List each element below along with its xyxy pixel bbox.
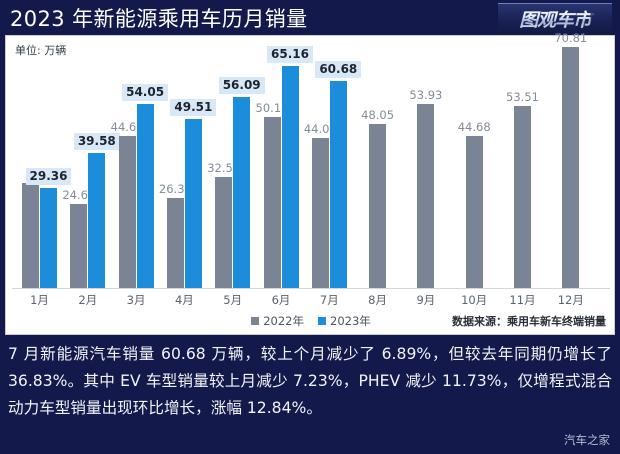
bar-group: 50.18 65.16: [256, 36, 313, 288]
bar-group: 26.35 49.51: [159, 36, 217, 288]
bar-2022-6月: [263, 117, 281, 288]
caption-block: 7 月新能源汽车销量 60.68 万辆，较上个月减少了 6.89%，但较去年同期…: [0, 337, 620, 454]
chart-legend: 2022年 2023年: [6, 313, 616, 329]
x-axis-label-3月: 3月: [126, 293, 146, 307]
bar-group: 32.51 56.09: [207, 36, 265, 288]
bar-group: 44.68: [457, 36, 492, 288]
bar-2023-4月: [184, 119, 202, 288]
value-label-2022-8月: 48.05: [361, 108, 395, 123]
bar-group: 29.36: [22, 36, 72, 288]
legend-swatch-icon-2023年: [318, 317, 326, 325]
value-label-2023-2月: 39.58: [73, 133, 120, 151]
bar-2022-11月: [514, 105, 531, 288]
bar-group: 24.62 39.58: [62, 36, 120, 288]
legend-label: 2023年: [330, 314, 371, 328]
value-label-2022-11月: 53.51: [506, 89, 539, 104]
bar-group: 53.51: [505, 36, 540, 288]
data-source-note: 数据来源：乘用车新车终端销量: [452, 315, 606, 328]
bar-2022-4月: [166, 198, 184, 288]
bar-group: 48.05: [360, 36, 395, 288]
value-label-2022-7月: 44.04: [303, 122, 337, 137]
legend-swatch-icon-2022年: [251, 317, 260, 325]
bar-2023-2月: [88, 153, 106, 288]
x-axis-line: [12, 288, 610, 289]
bar-2022-5月: [215, 177, 233, 288]
x-axis-labels: 1月 2月 3月 4月 5月 6月 7月 8月 9月 10月 11月 12月: [6, 292, 616, 312]
legend-label: 2022年: [263, 314, 304, 328]
bar-2022-3月: [118, 136, 136, 288]
bar-2022-10月: [465, 135, 483, 288]
bar-group: 44.62 54.05: [111, 36, 169, 288]
caption-text: 7 月新能源汽车销量 60.68 万辆，较上个月减少了 6.89%，但较去年同期…: [8, 345, 612, 417]
bar-2022-7月: [311, 138, 329, 288]
bar-group: 70.81: [553, 31, 588, 288]
bar-2023-7月: [329, 81, 347, 288]
header-bar: 2023 年新能源乘用车历月销量 图观车市: [0, 0, 620, 35]
x-axis-label-5月: 5月: [223, 293, 243, 307]
x-axis-label-4月: 4月: [174, 293, 194, 307]
x-axis-label-12月: 12月: [557, 293, 584, 307]
value-label-2022-5月: 32.51: [207, 161, 241, 176]
x-axis-label-11月: 11月: [509, 293, 536, 307]
value-label-2023-7月: 60.68: [315, 61, 362, 79]
x-axis-label-9月: 9月: [416, 293, 436, 307]
x-axis-label-6月: 6月: [271, 293, 291, 307]
brand-logo-text: 图观车市: [519, 6, 591, 32]
watermark: 汽车之家: [564, 433, 610, 447]
value-label-2022-12月: 70.81: [554, 30, 588, 45]
page-title: 2023 年新能源乘用车历月销量: [10, 7, 308, 31]
value-label-2023-4月: 49.51: [170, 99, 217, 117]
brand-logo: 图观车市: [498, 3, 612, 33]
bar-2022-1月: [22, 183, 39, 288]
bar-2022-2月: [70, 204, 88, 288]
bar-2023-5月: [233, 97, 251, 288]
value-label-2022-2月: 24.62: [62, 188, 96, 203]
x-axis-label-7月: 7月: [319, 293, 339, 307]
bar-chart-plot: 29.36 24.62 39.58 44.62 54.05 26.35 49.51 32.51…: [6, 31, 616, 289]
bar-2023-3月: [136, 103, 154, 288]
x-axis-label-1月: 1月: [30, 293, 49, 307]
bar-2023-1月: [40, 188, 57, 288]
value-label-2022-9月: 53.93: [409, 88, 443, 103]
bar-2022-8月: [369, 124, 387, 288]
value-label-2023-6月: 65.16: [267, 46, 313, 64]
value-label-2023-5月: 56.09: [218, 77, 265, 94]
bar-group: 53.93: [408, 36, 443, 288]
bar-group: 44.04 60.68: [304, 36, 362, 288]
value-label-2022-4月: 26.35: [158, 182, 192, 197]
legend-item-2023年[interactable]: 2023年: [318, 313, 371, 329]
x-axis-label-8月: 8月: [368, 293, 388, 307]
value-label-2023-3月: 54.05: [122, 83, 169, 101]
value-label-2022-6月: 50.18: [255, 101, 289, 116]
chart-panel: 单位: 万辆 29.36 24.62 39.58 44.62 54.05 26.35 49.…: [5, 31, 616, 335]
unit-label: 单位: 万辆: [15, 44, 67, 57]
x-axis-label-2月: 2月: [78, 293, 98, 307]
legend-item-2022年[interactable]: 2022年: [251, 313, 304, 329]
bar-2022-9月: [417, 104, 435, 288]
x-axis-label-10月: 10月: [461, 293, 488, 307]
bar-2022-12月: [562, 46, 580, 288]
value-label-2022-3月: 44.62: [110, 120, 144, 135]
bar-2023-6月: [281, 66, 299, 288]
value-label-2022-10月: 44.68: [457, 119, 491, 134]
value-label-2023-1月: 29.36: [25, 168, 72, 186]
